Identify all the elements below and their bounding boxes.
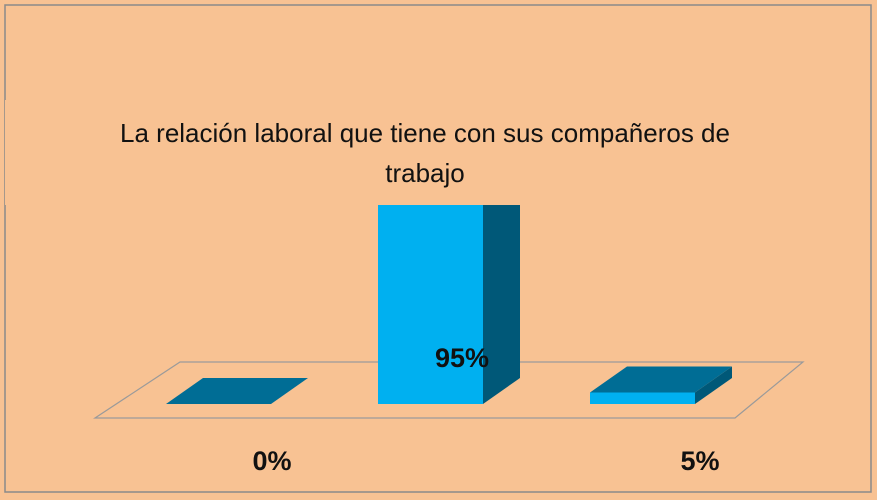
title-line: trabajo	[385, 158, 465, 188]
bar	[590, 393, 695, 405]
title-line: La relación laboral que tiene con sus co…	[120, 118, 730, 148]
title-box	[5, 100, 845, 205]
value-label: 95%	[435, 343, 489, 373]
value-label: 0%	[252, 446, 291, 476]
value-label: 5%	[680, 446, 719, 476]
